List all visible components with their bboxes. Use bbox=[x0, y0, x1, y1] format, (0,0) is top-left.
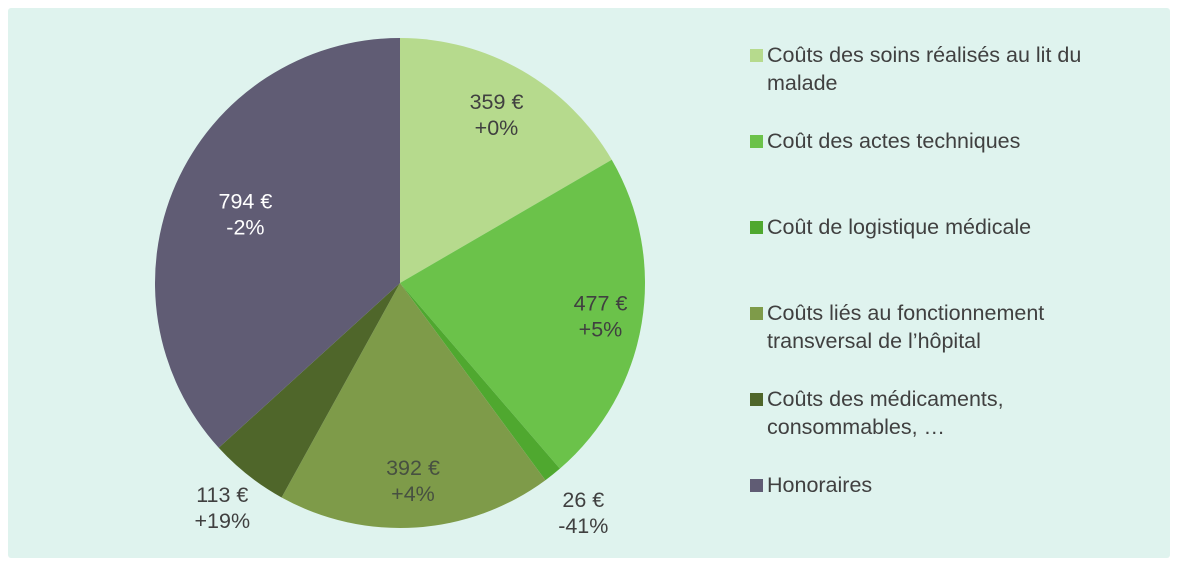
legend-label: Coûts des médicaments, consommables, … bbox=[767, 387, 1004, 439]
legend-item-4: Coûts liés au fonctionnement transversal… bbox=[750, 300, 1122, 386]
legend-label: Honoraires bbox=[767, 473, 873, 497]
legend-item-5: Coûts des médicaments, consommables, … bbox=[750, 386, 1122, 472]
pie-slice-5 bbox=[218, 283, 400, 498]
legend-swatch bbox=[750, 479, 763, 492]
chart-background: 359 € +0% 477 € +5% 26 € -41% 392 € +4% 113 € +19… bbox=[8, 8, 1170, 558]
legend-label: Coût de logistique médicale bbox=[767, 215, 1032, 239]
legend-swatch bbox=[750, 135, 763, 148]
legend-label: Coûts des soins réalisés au lit du malad… bbox=[767, 43, 1082, 95]
slice-label-2: 477 € +5% bbox=[574, 292, 628, 342]
pie-chart: 359 € +0% 477 € +5% 26 € -41% 392 € +4% 113 € +19… bbox=[154, 38, 646, 538]
slice-label-6: 794 € -2% bbox=[218, 190, 272, 240]
pie-slice-6 bbox=[154, 38, 400, 448]
legend-swatch bbox=[750, 221, 763, 234]
legend-item-1: Coûts des soins réalisés au lit du malad… bbox=[750, 42, 1122, 128]
pie-slice-4 bbox=[281, 283, 546, 529]
legend-swatch bbox=[750, 307, 763, 320]
legend-item-6: Honoraires bbox=[750, 472, 1122, 558]
slice-label-5: 113 € +19% bbox=[195, 483, 251, 533]
legend: Coûts des soins réalisés au lit du malad… bbox=[750, 42, 1122, 558]
pie-slice-2 bbox=[400, 159, 646, 469]
legend-item-3: Coût de logistique médicale bbox=[750, 214, 1122, 300]
legend-item-2: Coût des actes techniques bbox=[750, 128, 1122, 214]
legend-swatch bbox=[750, 49, 763, 62]
pie-slice-3 bbox=[400, 283, 560, 481]
slice-label-1: 359 € +0% bbox=[470, 90, 524, 140]
legend-swatch bbox=[750, 393, 763, 406]
pie-slice-1 bbox=[400, 38, 612, 283]
legend-label: Coûts liés au fonctionnement transversal… bbox=[767, 301, 1045, 353]
slice-label-4: 392 € +4% bbox=[386, 456, 440, 506]
legend-label: Coût des actes techniques bbox=[767, 129, 1021, 153]
slice-label-3: 26 € -41% bbox=[558, 488, 608, 538]
